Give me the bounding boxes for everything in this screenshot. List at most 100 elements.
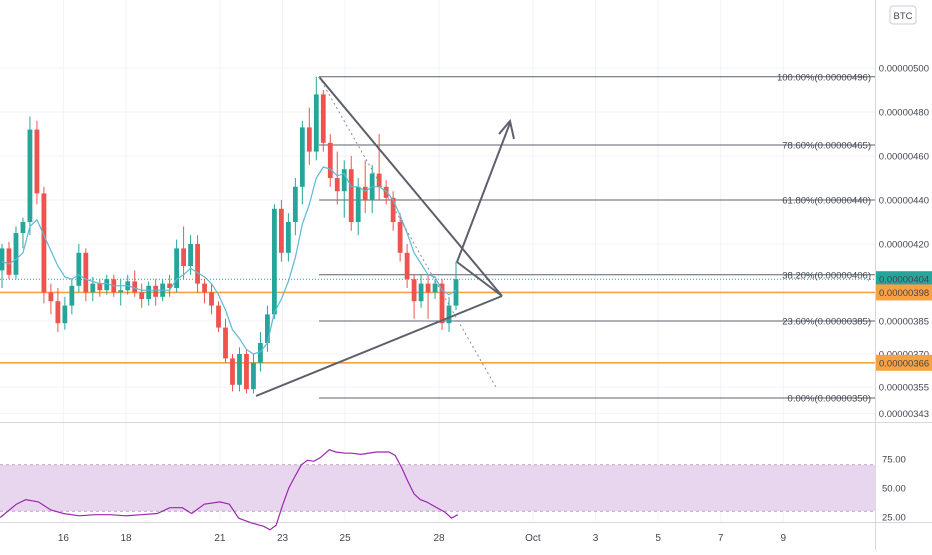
candle-body[interactable] (209, 292, 214, 306)
candle-body[interactable] (181, 248, 186, 266)
candle-body[interactable] (69, 285, 75, 306)
candle-body[interactable] (41, 193, 47, 293)
candle-body[interactable] (6, 248, 12, 275)
time-tick-label: 7 (718, 533, 724, 544)
breakout-line[interactable] (456, 261, 503, 297)
moving-average-line (1, 166, 457, 355)
candle-body[interactable] (299, 127, 305, 187)
candle-body[interactable] (425, 283, 431, 293)
candle-body[interactable] (376, 173, 382, 187)
candle-body[interactable] (83, 252, 89, 293)
triangle-upper-trendline[interactable] (318, 76, 503, 297)
fib-label: 0.00%(0.00000350) (788, 394, 871, 405)
candle-body[interactable] (397, 222, 403, 253)
price-tick-label: 0.00000440 (879, 196, 929, 207)
target-arrow-line[interactable] (456, 122, 511, 263)
time-tick-label: 5 (655, 533, 661, 544)
candle-body[interactable] (306, 127, 312, 152)
candle-body[interactable] (48, 292, 54, 302)
candle-body[interactable] (34, 129, 40, 194)
rsi-band (0, 464, 875, 512)
price-tick-label: 0.00000343 (879, 409, 929, 420)
candle-body[interactable] (285, 222, 291, 253)
candle-body[interactable] (404, 252, 410, 280)
candle-body[interactable] (237, 354, 242, 385)
candle-body[interactable] (292, 186, 298, 222)
arrow-head (498, 118, 515, 140)
price-tick-label: 0.00000420 (879, 240, 929, 251)
candle-body[interactable] (13, 233, 19, 275)
fib-trend-line (318, 76, 498, 390)
candle-body[interactable] (334, 178, 340, 192)
time-tick-label: 18 (120, 533, 132, 544)
candle-body[interactable] (383, 186, 389, 198)
candle-body[interactable] (230, 358, 235, 385)
candle-body[interactable] (320, 94, 326, 143)
candle-body[interactable] (432, 283, 438, 293)
candle-body[interactable] (348, 169, 354, 222)
currency-label: BTC (894, 11, 913, 22)
candle-body[interactable] (216, 305, 221, 328)
candle-body[interactable] (411, 279, 417, 302)
support-price-badge (876, 354, 932, 371)
candle-body[interactable] (55, 301, 61, 324)
candle-body[interactable] (76, 252, 82, 286)
candle-body[interactable] (355, 186, 361, 222)
candle-body[interactable] (453, 279, 459, 306)
candle-body[interactable] (418, 283, 424, 302)
candle-body[interactable] (278, 208, 284, 253)
candle-body[interactable] (62, 305, 68, 324)
price-tick-label: 0.00000500 (879, 64, 929, 75)
candle-body[interactable] (188, 244, 193, 266)
rsi-line (0, 449, 459, 531)
candle-body[interactable] (439, 283, 445, 324)
candle-body[interactable] (0, 248, 5, 271)
candle-body[interactable] (244, 354, 249, 390)
candle-body[interactable] (132, 281, 138, 293)
time-tick-label: 3 (593, 533, 599, 544)
candle-body[interactable] (174, 248, 180, 288)
fib-label: 38.20%(0.00000406) (782, 270, 871, 281)
time-tick-label: 9 (781, 533, 787, 544)
candle-body[interactable] (223, 327, 228, 359)
candle-body[interactable] (153, 285, 159, 297)
candle-body[interactable] (258, 343, 263, 363)
price-tick-label: 0.00000355 (879, 383, 929, 394)
candle-body[interactable] (327, 142, 333, 178)
candle-body[interactable] (362, 186, 368, 200)
candle-body[interactable] (90, 283, 96, 293)
candle-body[interactable] (313, 94, 319, 152)
candle-body[interactable] (167, 283, 173, 288)
candle-body[interactable] (341, 169, 347, 192)
support-price-badge (876, 284, 932, 301)
candle-body[interactable] (202, 283, 207, 293)
support-price-value: 0.00000366 (879, 358, 929, 369)
candle-body[interactable] (390, 197, 396, 222)
candle-body[interactable] (272, 208, 277, 315)
candle-body[interactable] (446, 305, 452, 324)
price-tick-label: 0.00000480 (879, 108, 929, 119)
candle-body[interactable] (146, 285, 152, 299)
fib-label: 23.60%(0.00000385) (782, 317, 871, 328)
price-tick-label: 0.00000460 (879, 152, 929, 163)
candle-body[interactable] (251, 362, 256, 390)
time-tick-label: 16 (58, 533, 70, 544)
candle-body[interactable] (139, 292, 145, 299)
candle-body[interactable] (118, 290, 124, 293)
rsi-tick-label: 75.00 (882, 455, 906, 466)
candle-body[interactable] (97, 283, 103, 291)
candle-body[interactable] (20, 222, 26, 233)
candle-body[interactable] (265, 314, 270, 343)
support-price-value: 0.00000398 (879, 288, 929, 299)
currency-badge[interactable] (889, 5, 917, 25)
candle-body[interactable] (27, 129, 33, 222)
fib-label: 61.80%(0.00000440) (782, 196, 871, 207)
fib-label: 78.60%(0.00000465) (782, 141, 871, 152)
triangle-lower-trendline[interactable] (255, 295, 503, 397)
rsi-tick-label: 50.00 (882, 484, 906, 495)
time-tick-label: 25 (340, 533, 352, 544)
candle-body[interactable] (195, 244, 200, 284)
candle-body[interactable] (104, 279, 110, 291)
